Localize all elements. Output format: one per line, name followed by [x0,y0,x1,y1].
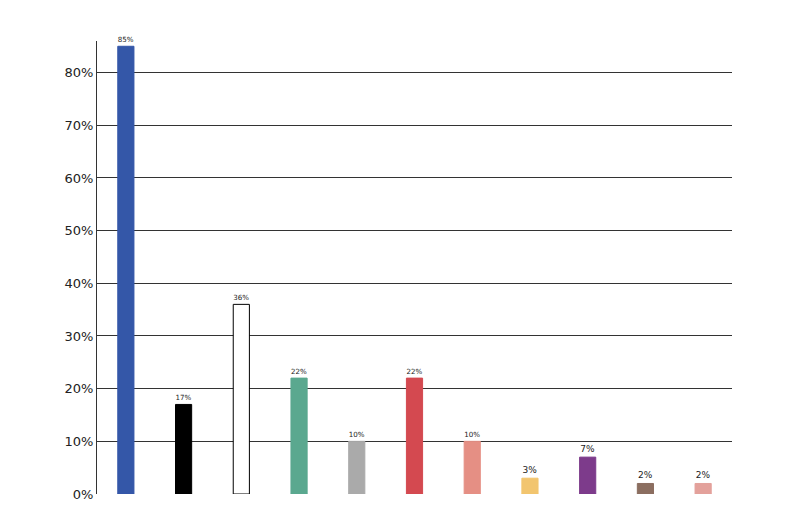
svg-text:80%: 80% [64,65,93,80]
svg-text:2%: 2% [638,470,653,480]
svg-text:22%: 22% [406,367,422,376]
svg-text:10%: 10% [464,430,480,439]
svg-text:17%: 17% [176,393,192,402]
svg-text:10%: 10% [64,434,93,449]
svg-text:85%: 85% [118,35,134,44]
svg-text:7%: 7% [580,444,595,454]
svg-text:3%: 3% [523,465,538,475]
svg-text:2%: 2% [696,470,711,480]
svg-text:60%: 60% [64,171,93,186]
svg-text:30%: 30% [64,329,93,344]
svg-text:70%: 70% [64,118,93,133]
svg-text:20%: 20% [64,381,93,396]
svg-text:50%: 50% [64,223,93,238]
svg-text:0%: 0% [73,487,94,502]
svg-text:36%: 36% [233,293,249,302]
svg-text:40%: 40% [64,276,93,291]
svg-text:10%: 10% [349,430,365,439]
svg-text:22%: 22% [291,367,307,376]
